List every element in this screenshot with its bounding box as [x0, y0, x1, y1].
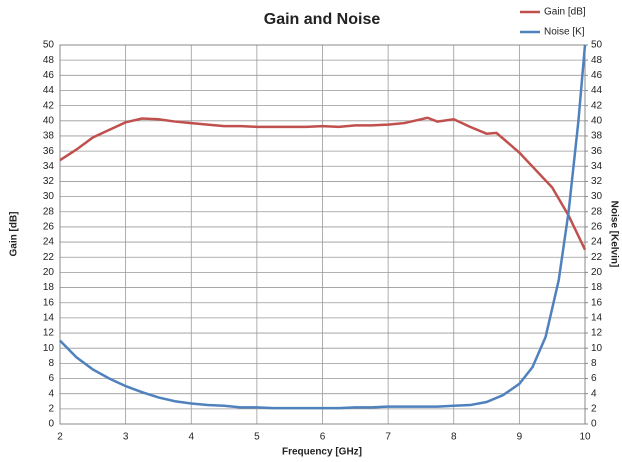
- y-tick-label: 6: [48, 373, 54, 384]
- y2-tick-label: 12: [591, 328, 603, 339]
- x-axis-label: Frequency [GHz]: [282, 447, 362, 458]
- x-tick-label: 3: [123, 432, 129, 443]
- y2-tick-label: 30: [591, 191, 603, 202]
- x-tick-label: 7: [385, 432, 391, 443]
- y-axis-label: Gain [dB]: [9, 212, 20, 257]
- y2-tick-label: 42: [591, 100, 603, 111]
- series-line: [59, 44, 587, 410]
- y-tick-label: 0: [48, 419, 54, 430]
- plot-border: [59, 44, 586, 425]
- y-tick-label: 26: [43, 222, 55, 233]
- y2-tick-label: 28: [591, 206, 603, 217]
- x-tick-label: 2: [57, 432, 63, 443]
- y-tick-label: 24: [43, 237, 55, 248]
- y2-tick-label: 6: [591, 373, 597, 384]
- y2-tick-label: 48: [591, 55, 603, 66]
- y-tick-label: 22: [43, 252, 55, 263]
- y-tick-label: 44: [43, 85, 55, 96]
- y-tick-label: 16: [43, 297, 55, 308]
- y2-tick-label: 36: [591, 146, 603, 157]
- y2-tick-label: 18: [591, 282, 603, 293]
- y-tick-label: 4: [48, 388, 54, 399]
- x-tick-label: 4: [188, 432, 194, 443]
- x-tick-label: 8: [451, 432, 457, 443]
- y2-tick-label: 44: [591, 85, 603, 96]
- y-tick-label: 10: [43, 343, 55, 354]
- y2-tick-label: 14: [591, 313, 603, 324]
- y2-tick-label: 16: [591, 297, 603, 308]
- x-tick-label: 9: [517, 432, 523, 443]
- x-tick-label: 5: [254, 432, 260, 443]
- x-tick-label: 10: [579, 432, 591, 443]
- y2-tick-label: 0: [591, 419, 597, 430]
- x-tick-label: 6: [320, 432, 326, 443]
- y2-tick-label: 38: [591, 131, 603, 142]
- y2-tick-label: 32: [591, 176, 603, 187]
- y-tick-label: 42: [43, 100, 55, 111]
- y-tick-label: 34: [43, 161, 55, 172]
- y2-tick-label: 40: [591, 115, 603, 126]
- y2-tick-label: 8: [591, 358, 597, 369]
- y-tick-label: 18: [43, 282, 55, 293]
- y2-tick-label: 24: [591, 237, 603, 248]
- y2-tick-label: 2: [591, 403, 597, 414]
- y2-tick-label: 50: [591, 40, 603, 51]
- y-tick-label: 8: [48, 358, 54, 369]
- y-tick-label: 28: [43, 206, 55, 217]
- y-tick-label: 46: [43, 70, 55, 81]
- series-line: [59, 116, 587, 251]
- y2-tick-label: 46: [591, 70, 603, 81]
- y2-tick-label: 22: [591, 252, 603, 263]
- y2-tick-label: 34: [591, 161, 603, 172]
- y-tick-label: 2: [48, 403, 54, 414]
- y-tick-label: 32: [43, 176, 55, 187]
- y-tick-label: 50: [43, 40, 55, 51]
- legend-label: Noise [K]: [544, 27, 585, 38]
- y2-tick-label: 4: [591, 388, 597, 399]
- y-tick-label: 14: [43, 313, 55, 324]
- y2-tick-label: 26: [591, 222, 603, 233]
- y2-tick-label: 20: [591, 267, 603, 278]
- y-tick-label: 12: [43, 328, 55, 339]
- y-tick-label: 38: [43, 131, 55, 142]
- y2-axis-label: Noise [Kelvin]: [608, 201, 619, 268]
- chart-title: Gain and Noise: [264, 11, 381, 28]
- y-tick-label: 20: [43, 267, 55, 278]
- y-tick-label: 30: [43, 191, 55, 202]
- legend-label: Gain [dB]: [544, 7, 586, 18]
- y-tick-label: 48: [43, 55, 55, 66]
- y-tick-label: 40: [43, 115, 55, 126]
- y2-tick-label: 10: [591, 343, 603, 354]
- y-tick-label: 36: [43, 146, 55, 157]
